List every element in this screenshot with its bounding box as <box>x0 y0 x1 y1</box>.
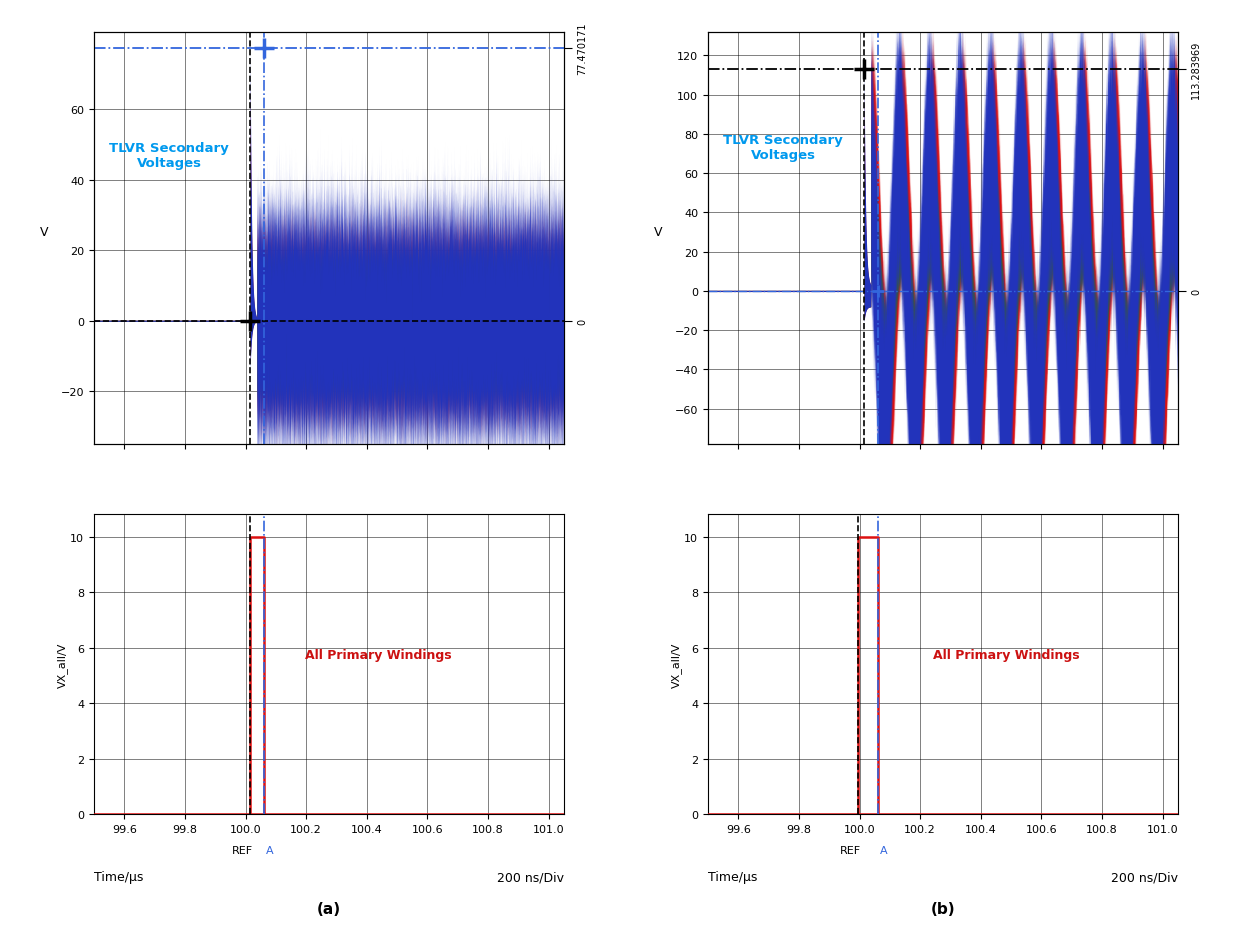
Y-axis label: VX_all/V: VX_all/V <box>56 642 68 687</box>
Text: 200 ns/Div: 200 ns/Div <box>1111 870 1178 884</box>
Y-axis label: V: V <box>654 226 663 239</box>
Y-axis label: VX_all/V: VX_all/V <box>670 642 682 687</box>
Text: (b): (b) <box>931 901 955 916</box>
Text: Time/μs: Time/μs <box>94 870 143 884</box>
Text: REF: REF <box>232 845 253 856</box>
Text: (a): (a) <box>317 901 341 916</box>
Text: All Primary Windings: All Primary Windings <box>933 649 1080 662</box>
Text: A: A <box>266 845 273 856</box>
Text: REF: REF <box>840 845 861 856</box>
Text: TLVR Secondary
Voltages: TLVR Secondary Voltages <box>109 142 229 170</box>
Text: All Primary Windings: All Primary Windings <box>306 649 452 662</box>
Y-axis label: V: V <box>40 226 49 239</box>
Text: Time/μs: Time/μs <box>708 870 757 884</box>
Text: A: A <box>880 845 887 856</box>
Text: TLVR Secondary
Voltages: TLVR Secondary Voltages <box>723 134 843 162</box>
Text: 200 ns/Div: 200 ns/Div <box>497 870 564 884</box>
